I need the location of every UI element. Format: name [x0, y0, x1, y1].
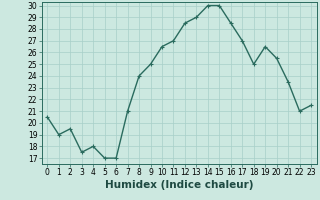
X-axis label: Humidex (Indice chaleur): Humidex (Indice chaleur): [105, 180, 253, 190]
